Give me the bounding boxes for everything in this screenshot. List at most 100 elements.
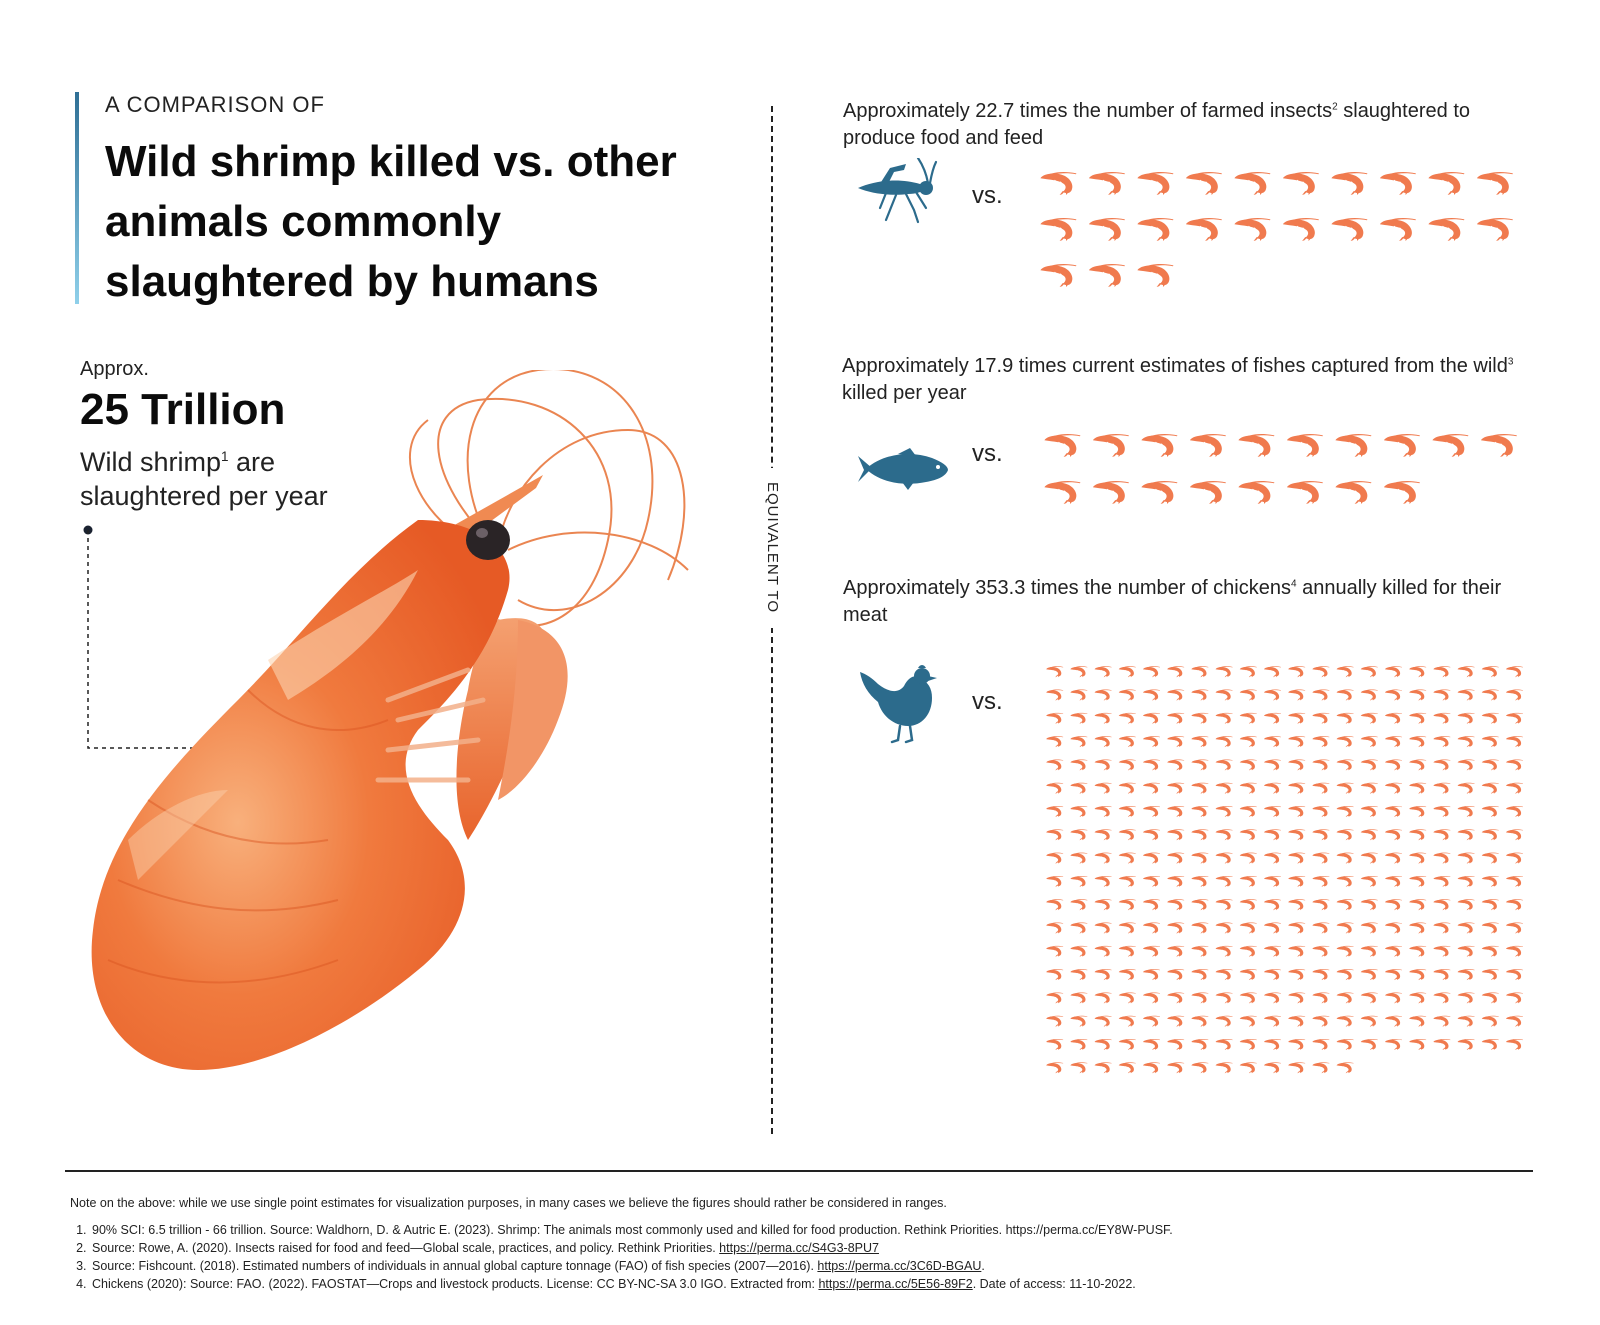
shrimp-unit-icon <box>1046 712 1064 724</box>
shrimp-unit-icon <box>1239 1015 1257 1027</box>
shrimp-unit-icon <box>1433 875 1451 887</box>
shrimp-unit-icon <box>1384 852 1403 864</box>
shrimp-unit-icon <box>1238 480 1275 504</box>
footer-rule <box>65 1170 1533 1172</box>
shrimp-unit-icon <box>1088 171 1125 195</box>
footnote-link[interactable]: https://perma.cc/5E56-89F2 <box>818 1277 973 1291</box>
shrimp-unit-icon <box>1142 759 1161 771</box>
shrimp-unit-icon <box>1137 217 1174 241</box>
shrimp-unit-icon <box>1432 433 1469 457</box>
shrimp-unit-icon <box>1409 945 1427 957</box>
shrimp-unit-icon <box>1312 666 1330 678</box>
comparison-chickens-shrimp-grid <box>1045 665 1526 1077</box>
shrimp-unit-icon <box>1384 806 1403 817</box>
shrimp-unit-icon <box>1092 480 1129 504</box>
shrimp-unit-icon <box>1384 666 1403 678</box>
shrimp-unit-icon <box>1457 782 1475 794</box>
shrimp-unit-icon <box>1040 217 1077 241</box>
shrimp-unit-icon <box>1481 666 1499 678</box>
shrimp-unit-icon <box>1312 1015 1330 1027</box>
shrimp-unit-icon <box>1336 969 1354 981</box>
shrimp-unit-icon <box>1336 1039 1354 1050</box>
shrimp-unit-icon <box>1142 666 1161 678</box>
shrimp-unit-icon <box>1336 666 1354 678</box>
shrimp-unit-icon <box>1336 875 1354 887</box>
shrimp-unit-icon <box>1360 689 1378 701</box>
shrimp-unit-icon <box>1360 875 1378 887</box>
shrimp-unit-icon <box>1046 899 1064 911</box>
shrimp-unit-icon <box>1239 829 1257 841</box>
shrimp-unit-icon <box>1118 759 1136 771</box>
chicken-icon <box>860 665 937 744</box>
shrimp-unit-icon <box>1094 1062 1112 1074</box>
shrimp-unit-icon <box>1046 736 1064 748</box>
shrimp-unit-icon <box>1191 992 1209 1004</box>
shrimp-unit-icon <box>1409 899 1427 911</box>
shrimp-unit-icon <box>1070 1062 1088 1074</box>
shrimp-unit-icon <box>1191 759 1209 771</box>
shrimp-unit-icon <box>1094 759 1112 771</box>
shrimp-unit-icon <box>1383 433 1420 457</box>
shrimp-unit-icon <box>1046 875 1064 887</box>
shrimp-unit-icon <box>1044 480 1081 504</box>
shrimp-unit-icon <box>1360 1015 1378 1027</box>
shrimp-unit-icon <box>1137 171 1174 195</box>
shrimp-unit-icon <box>1312 1039 1330 1050</box>
shrimp-unit-icon <box>1360 666 1378 678</box>
shrimp-unit-icon <box>1481 806 1499 817</box>
comparison-insects-lead: Approximately 22.7 times the number of f… <box>843 100 1333 122</box>
shrimp-unit-icon <box>1384 899 1403 911</box>
shrimp-unit-icon <box>1046 666 1064 678</box>
shrimp-unit-icon <box>1409 712 1427 724</box>
shrimp-unit-icon <box>1189 480 1226 504</box>
footnote-link[interactable]: https://perma.cc/S4G3-8PU7 <box>719 1241 879 1255</box>
shrimp-unit-icon <box>1239 899 1257 911</box>
footnote-ref-2: 2 <box>1332 101 1338 113</box>
shrimp-unit-icon <box>1215 852 1233 864</box>
shrimp-unit-icon <box>1505 969 1524 981</box>
shrimp-unit-icon <box>1040 263 1077 287</box>
shrimp-unit-icon <box>1457 992 1475 1004</box>
shrimp-unit-icon <box>1360 992 1378 1004</box>
shrimp-unit-icon <box>1288 992 1306 1004</box>
shrimp-unit-icon <box>1118 852 1136 864</box>
shrimp-unit-icon <box>1215 806 1233 817</box>
shrimp-unit-icon <box>1282 217 1319 241</box>
shrimp-unit-icon <box>1167 899 1185 911</box>
shrimp-unit-icon <box>1433 689 1451 701</box>
shrimp-unit-icon <box>1312 712 1330 724</box>
shrimp-unit-icon <box>1263 852 1282 864</box>
shrimp-unit-icon <box>1336 782 1354 794</box>
shrimp-unit-icon <box>1288 689 1306 701</box>
footnote-link[interactable]: https://perma.cc/3C6D-BGAU <box>817 1259 982 1273</box>
shrimp-unit-icon <box>1070 689 1088 701</box>
shrimp-unit-icon <box>1215 992 1233 1004</box>
shrimp-unit-icon <box>1457 759 1475 771</box>
grasshopper-icon <box>858 158 938 224</box>
shrimp-unit-icon <box>1457 922 1475 934</box>
shrimp-unit-icon <box>1094 992 1112 1004</box>
shrimp-unit-icon <box>1239 759 1257 771</box>
shrimp-unit-icon <box>1191 969 1209 981</box>
shrimp-unit-icon <box>1094 969 1112 981</box>
shrimp-unit-icon <box>1481 899 1499 911</box>
shrimp-unit-icon <box>1312 969 1330 981</box>
shrimp-unit-icon <box>1118 1062 1136 1074</box>
shrimp-unit-icon <box>1457 806 1475 817</box>
shrimp-unit-icon <box>1360 1039 1378 1050</box>
shrimp-unit-icon <box>1118 899 1136 911</box>
shrimp-unit-icon <box>1384 1039 1403 1050</box>
shrimp-unit-icon <box>1505 875 1524 887</box>
shrimp-unit-icon <box>1137 263 1174 287</box>
shrimp-unit-icon <box>1070 969 1088 981</box>
shrimp-unit-icon <box>1331 171 1368 195</box>
shrimp-unit-icon <box>1433 1015 1451 1027</box>
shrimp-unit-icon <box>1409 759 1427 771</box>
shrimp-unit-icon <box>1409 922 1427 934</box>
shrimp-unit-icon <box>1286 433 1323 457</box>
shrimp-unit-icon <box>1481 1015 1499 1027</box>
shrimp-unit-icon <box>1288 899 1306 911</box>
title-accent-bar <box>75 92 79 304</box>
shrimp-unit-icon <box>1263 806 1282 817</box>
shrimp-unit-icon <box>1118 1039 1136 1050</box>
